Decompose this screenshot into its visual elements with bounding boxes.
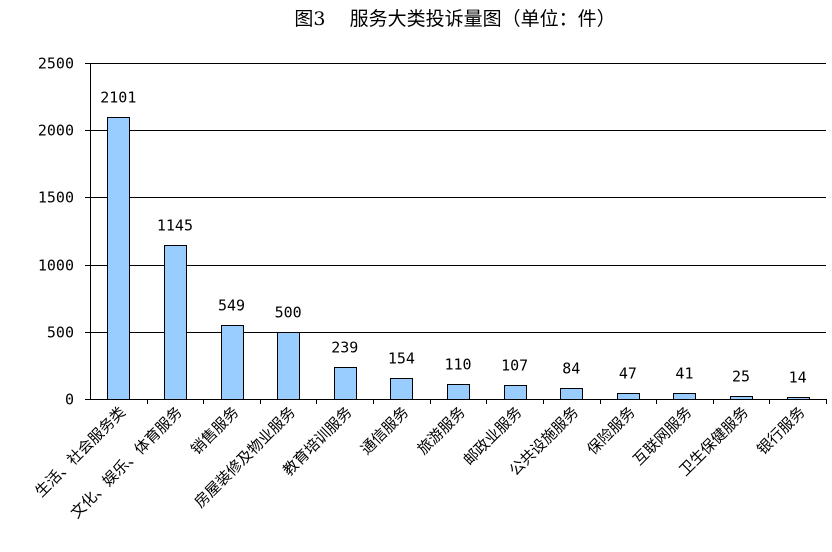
bar <box>334 367 357 400</box>
data-label: 239 <box>331 339 358 357</box>
y-tick-label: 1500 <box>38 189 74 207</box>
x-tick-label: 保险服务 <box>584 403 639 458</box>
data-label-background <box>441 354 475 375</box>
data-label: 1145 <box>157 217 193 235</box>
x-tick-label: 销售服务 <box>187 403 242 458</box>
data-label-background <box>384 348 418 369</box>
data-label-background <box>672 363 697 384</box>
data-label: 47 <box>619 365 637 383</box>
bar <box>390 378 413 400</box>
data-label-background <box>153 215 196 236</box>
data-label: 2101 <box>100 89 136 107</box>
x-tick-label: 房屋装修及物业服务 <box>191 403 299 511</box>
y-tick-label: 0 <box>65 391 74 409</box>
chart-title: 图3 服务大类投诉量图（单位：件） <box>294 8 615 30</box>
data-label-background <box>615 363 640 384</box>
y-tick-label: 1000 <box>38 257 74 275</box>
bar <box>221 325 244 400</box>
x-tick-label: 银行服务 <box>753 403 808 458</box>
data-labels: 2101 1145 549 500 239 154 110 107 84 47 41 25 14 <box>97 87 810 388</box>
x-tick-label: 通信服务 <box>357 403 412 458</box>
bar <box>560 388 583 400</box>
bar <box>617 393 640 400</box>
data-label: 41 <box>675 365 693 383</box>
data-label-background <box>271 302 305 323</box>
data-label: 154 <box>388 350 415 368</box>
x-tick-label: 文化、娱乐、体育服务 <box>67 403 186 522</box>
bar <box>730 396 753 400</box>
data-label: 14 <box>789 369 807 387</box>
bar <box>673 393 696 400</box>
data-label-background <box>559 358 584 379</box>
bar <box>504 385 527 400</box>
data-label: 107 <box>501 357 528 375</box>
data-label-background <box>785 367 810 388</box>
bar <box>277 332 300 400</box>
bars <box>107 117 810 400</box>
bar <box>164 245 187 400</box>
bar <box>787 397 810 400</box>
data-label-background <box>729 366 754 387</box>
bar <box>107 117 130 400</box>
data-label: 549 <box>218 297 245 315</box>
data-label-background <box>498 355 532 376</box>
data-label-background <box>97 87 140 108</box>
data-label-background <box>214 295 249 316</box>
y-tick-label: 2000 <box>38 122 74 140</box>
axes <box>85 63 827 404</box>
y-tick-label: 2500 <box>38 55 74 73</box>
data-label: 25 <box>732 368 750 386</box>
data-label: 500 <box>275 304 302 322</box>
bar <box>447 384 470 400</box>
data-label: 84 <box>562 360 580 378</box>
gridlines <box>90 63 826 333</box>
data-label: 110 <box>444 356 471 374</box>
x-tick-label: 旅游服务 <box>414 403 469 458</box>
data-label-background <box>328 337 362 358</box>
y-tick-label: 500 <box>47 324 74 342</box>
y-tick-labels: 0 500 1000 1500 2000 2500 <box>38 55 74 409</box>
